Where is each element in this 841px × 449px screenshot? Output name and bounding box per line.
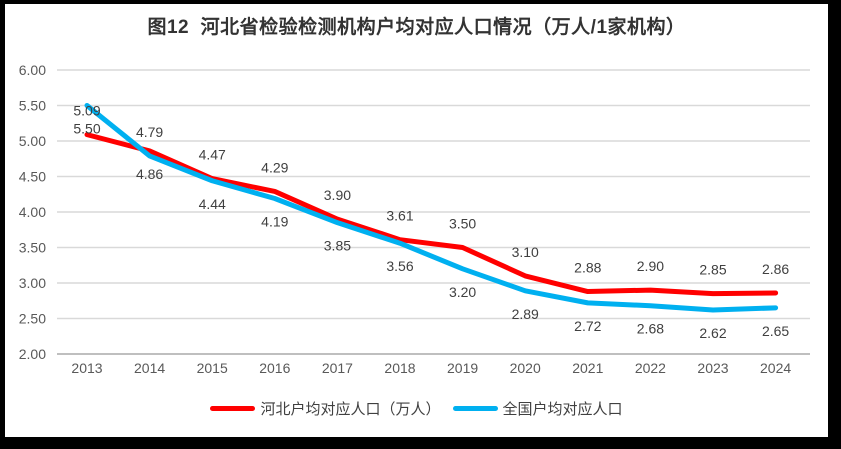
data-label: 2.86: [762, 261, 789, 277]
x-tick-label: 2018: [384, 360, 415, 376]
data-label: 3.50: [449, 216, 476, 232]
data-label: 3.56: [386, 258, 413, 274]
series-line: [84, 103, 779, 313]
x-tick-label: 2019: [447, 360, 478, 376]
x-tick-label: 2016: [259, 360, 290, 376]
data-label: 2.62: [699, 325, 726, 341]
data-label: 4.86: [136, 166, 163, 182]
line-chart: 6.00 5.50 5.00 4.50 4.00 3.50 3.00 2.50 2.00 2013…: [19, 62, 810, 376]
data-label: 2.68: [637, 321, 664, 337]
chart-area: 图12 河北省检验检测机构户均对应人口情况（万人/1家机构） 6.00 5.50 5…: [5, 4, 828, 437]
data-label: 4.79: [136, 124, 163, 140]
data-label: 2.85: [699, 262, 726, 278]
data-label: 5.50: [73, 121, 100, 137]
y-tick-label: 4.00: [19, 204, 46, 220]
y-tick-label: 2.00: [19, 346, 46, 362]
y-tick-label: 2.50: [19, 311, 46, 327]
y-tick-label: 5.50: [19, 98, 46, 114]
y-tick-label: 3.50: [19, 240, 46, 256]
x-tick-label: 2023: [697, 360, 728, 376]
data-label: 4.19: [261, 214, 288, 230]
data-label: 4.47: [199, 147, 226, 163]
y-tick-label: 6.00: [19, 62, 46, 78]
data-label: 4.29: [261, 159, 288, 175]
y-tick-label: 5.00: [19, 133, 46, 149]
data-label: 3.10: [512, 244, 539, 260]
data-label: 4.44: [199, 196, 226, 212]
legend-line-swatch: [452, 406, 498, 411]
x-tick-label: 2022: [635, 360, 666, 376]
data-label: 3.90: [324, 187, 351, 203]
x-tick-label: 2021: [572, 360, 603, 376]
legend-item: 全国户均对应人口: [452, 398, 623, 419]
y-tick-label: 3.00: [19, 275, 46, 291]
x-tick-label: 2015: [197, 360, 228, 376]
data-label: 2.89: [512, 306, 539, 322]
data-label: 2.88: [574, 260, 601, 276]
data-label: 2.65: [762, 323, 789, 339]
data-label: 3.61: [386, 208, 413, 224]
x-tick-label: 2014: [134, 360, 165, 376]
data-label: 5.09: [73, 103, 100, 119]
x-tick-label: 2013: [71, 360, 102, 376]
data-label: 2.72: [574, 318, 601, 334]
data-label: 3.85: [324, 238, 351, 254]
data-label: 2.90: [637, 258, 664, 274]
data-label: 3.20: [449, 284, 476, 300]
legend-label: 河北户均对应人口（万人）: [260, 401, 441, 418]
x-tick-label: 2020: [510, 360, 541, 376]
legend-line-swatch: [210, 406, 256, 411]
legend-label: 全国户均对应人口: [502, 401, 623, 418]
x-tick-label: 2017: [322, 360, 353, 376]
series-line: [84, 132, 779, 297]
chart-title: 图12 河北省检验检测机构户均对应人口情况（万人/1家机构）: [147, 17, 686, 38]
legend: 河北户均对应人口（万人） 全国户均对应人口: [5, 398, 828, 419]
y-tick-label: 4.50: [19, 169, 46, 185]
legend-item: 河北户均对应人口（万人）: [210, 398, 441, 419]
x-tick-label: 2024: [760, 360, 791, 376]
